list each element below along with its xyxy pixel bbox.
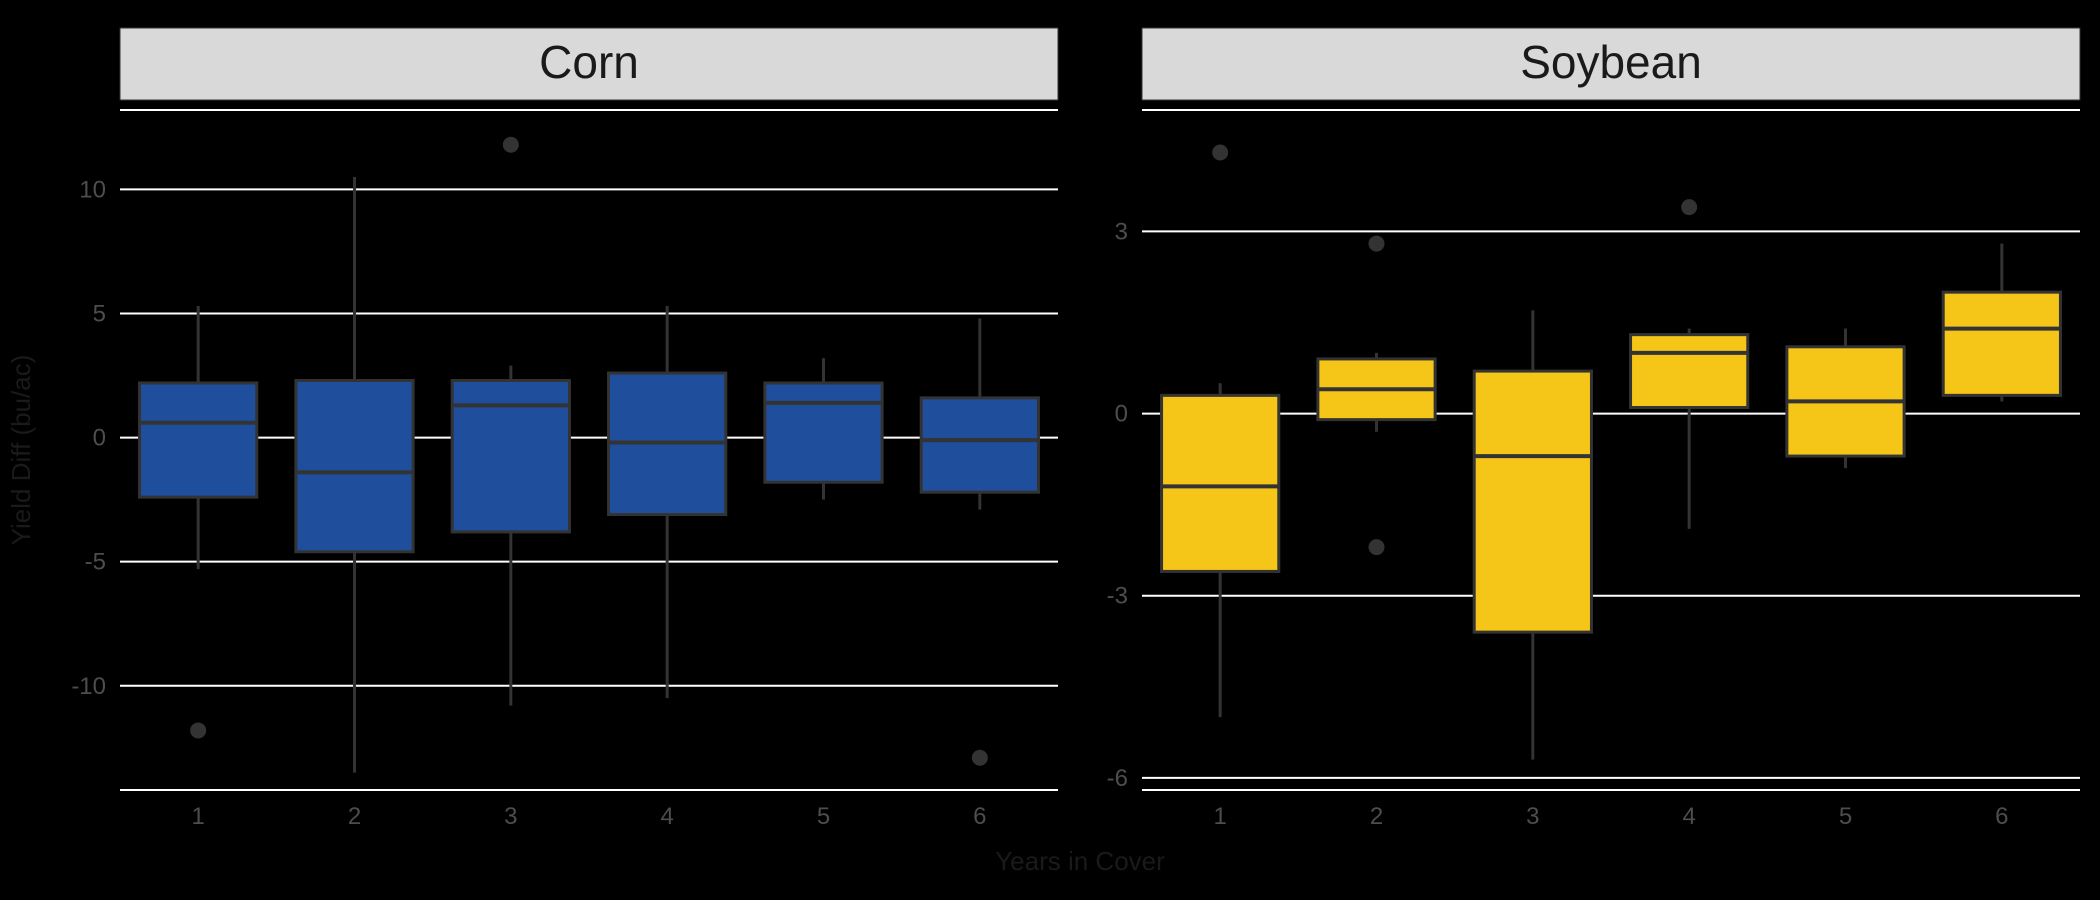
x-tick-label: 2	[1370, 803, 1383, 830]
y-tick-label: 0	[93, 425, 106, 452]
box-corn-3	[452, 381, 569, 532]
y-tick-label: -5	[85, 549, 106, 576]
y-tick-label: -10	[71, 673, 106, 700]
x-tick-label: 4	[660, 803, 673, 830]
x-tick-label: 1	[1213, 803, 1226, 830]
box-soybean-1	[1162, 395, 1279, 571]
x-tick-label: 6	[973, 803, 986, 830]
box-corn-1	[140, 383, 257, 497]
outlier-point	[1212, 145, 1228, 161]
x-tick-label: 2	[348, 803, 361, 830]
box-corn-6	[921, 398, 1038, 492]
outlier-point	[503, 137, 519, 153]
x-tick-label: 5	[817, 803, 830, 830]
outlier-point	[1681, 199, 1697, 215]
x-tick-label: 3	[504, 803, 517, 830]
x-tick-label: 5	[1839, 803, 1852, 830]
outlier-point	[972, 750, 988, 766]
y-axis-label: Yield Diff (bu/ac)	[6, 355, 36, 546]
facet-title-soybean: Soybean	[1520, 36, 1702, 88]
box-soybean-3	[1474, 371, 1591, 632]
y-tick-label: 5	[93, 301, 106, 328]
x-tick-label: 4	[1682, 803, 1695, 830]
box-corn-2	[296, 381, 413, 552]
y-tick-label: 10	[79, 176, 106, 203]
y-tick-label: -6	[1107, 765, 1128, 792]
outlier-point	[1369, 236, 1385, 252]
x-tick-label: 6	[1995, 803, 2008, 830]
y-tick-label: 0	[1115, 401, 1128, 428]
outlier-point	[190, 722, 206, 738]
facet-title-corn: Corn	[539, 36, 639, 88]
outlier-point	[1369, 539, 1385, 555]
box-soybean-6	[1943, 292, 2060, 395]
x-axis-label: Years in Cover	[995, 846, 1165, 876]
x-tick-label: 3	[1526, 803, 1539, 830]
box-soybean-4	[1631, 335, 1748, 408]
faceted-boxplot-chart: Yield Diff (bu/ac) Years in Cover Corn -10 -…	[0, 0, 2100, 900]
y-tick-label: 3	[1115, 218, 1128, 245]
x-tick-label: 1	[191, 803, 204, 830]
box-corn-5	[765, 383, 882, 482]
y-tick-label: -3	[1107, 583, 1128, 610]
